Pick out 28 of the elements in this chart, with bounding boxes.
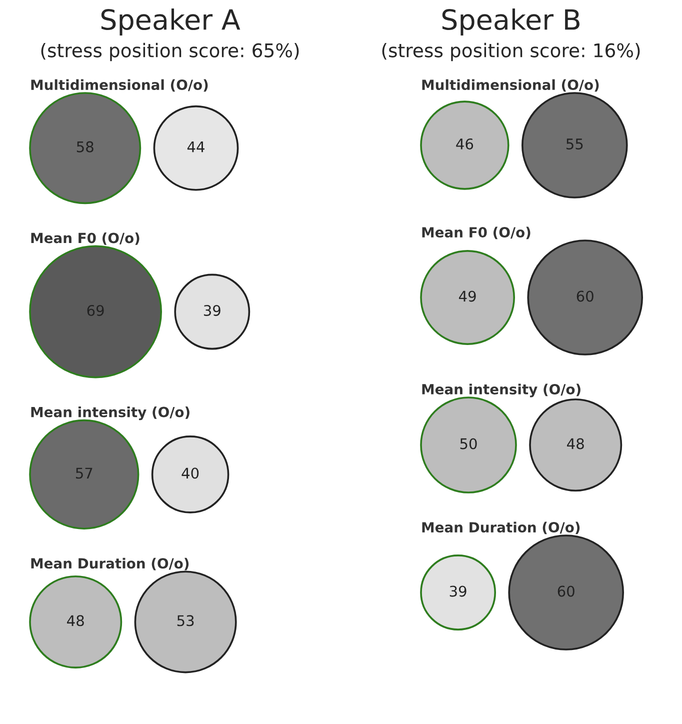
data-label: 48 bbox=[67, 615, 84, 626]
data-label: 48 bbox=[567, 438, 584, 450]
data-label: 69 bbox=[87, 304, 104, 316]
data-label: 57 bbox=[76, 468, 92, 479]
category-label: Mean F0 (O/o) bbox=[422, 226, 530, 240]
data-label: 40 bbox=[182, 468, 199, 479]
category-label: Mean Duration (O/o) bbox=[422, 522, 580, 534]
data-label: 39 bbox=[204, 304, 220, 316]
category-label: Mean intensity (O/o) bbox=[31, 406, 190, 420]
data-label: 46 bbox=[456, 138, 474, 150]
data-label: 44 bbox=[187, 141, 204, 152]
text: (stress position score: 65%) bbox=[41, 42, 299, 62]
data-label: 58 bbox=[76, 141, 94, 152]
data-label: 53 bbox=[177, 615, 194, 626]
category-label: Multidimensional (O/o) bbox=[31, 79, 208, 92]
category-label: Mean F0 (O/o) bbox=[31, 232, 140, 245]
data-label: 50 bbox=[460, 438, 477, 450]
data-label: 60 bbox=[576, 290, 594, 302]
data-label: 60 bbox=[558, 586, 574, 597]
category-label: Multidimensional (O/o) bbox=[422, 79, 599, 92]
text: Speaker B bbox=[442, 8, 580, 36]
category-label: Mean intensity (O/o) bbox=[422, 384, 580, 398]
data-label: 55 bbox=[566, 138, 583, 150]
text: Speaker A bbox=[101, 8, 240, 36]
text: (stress position score: 16%) bbox=[382, 42, 640, 62]
category-label: Mean Duration (O/o) bbox=[31, 558, 189, 570]
data-label: 49 bbox=[458, 290, 476, 302]
data-label: 39 bbox=[450, 586, 466, 597]
